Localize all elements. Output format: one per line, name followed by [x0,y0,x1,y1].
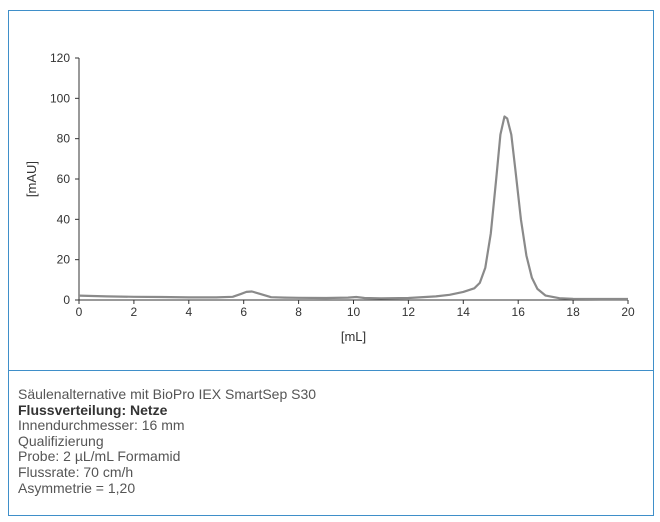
caption-flow-rate: Flussrate: 70 cm/h [18,463,134,480]
figure-frame: 0 20 40 60 80 100 120 0 2 4 6 8 10 12 14 16 18 20 [mL] [m… [8,10,654,516]
x-tick-label: 6 [240,305,247,319]
caption-title: Säulenalternative mit BioPro IEX SmartSe… [18,386,317,402]
caption-inner-diameter: Innendurchmesser: 16 mm [18,417,185,434]
y-tick-label: 60 [57,172,71,186]
divider-line [9,370,653,371]
x-tick-label: 4 [185,305,192,319]
caption-qualification: Qualifizierung [18,432,104,449]
y-tick-label: 40 [57,212,71,226]
x-tick-label: 8 [295,305,302,319]
x-tick-label: 20 [621,305,635,319]
ticks: 0 20 40 60 80 100 120 0 2 4 6 8 10 12 14 16 18 20 [50,51,635,319]
x-tick-label: 0 [76,305,83,319]
x-axis-label: [mL] [341,329,366,344]
axes [78,58,628,301]
series-layer [78,115,628,301]
y-tick-label: 120 [50,51,70,65]
x-tick-label: 12 [402,305,416,319]
x-tick-label: 16 [512,305,526,319]
x-tick-label: 2 [131,305,138,319]
caption: Säulenalternative mit BioPro IEX SmartSe… [18,386,638,496]
caption-sample: Probe: 2 µL/mL Formamid [18,448,181,465]
caption-flow-distribution: Flussverteilung: Netze [18,401,168,418]
x-tick-label: 18 [566,305,580,319]
x-tick-label: 10 [347,305,361,319]
caption-asymmetry: Asymmetrie = 1,20 [18,479,136,496]
y-tick-label: 0 [63,293,70,307]
y-tick-label: 20 [57,253,71,267]
chart-svg: 0 20 40 60 80 100 120 0 2 4 6 8 10 12 14 16 18 20 [mL] [m… [24,51,635,344]
chromatogram-chart: 0 20 40 60 80 100 120 0 2 4 6 8 10 12 14 16 18 20 [mL] [m… [9,11,653,370]
y-tick-label: 100 [50,91,70,105]
x-tick-label: 14 [457,305,471,319]
chromatogram-trace [78,115,628,301]
y-tick-label: 80 [57,132,71,146]
y-axis-label: [mAU] [24,161,39,197]
